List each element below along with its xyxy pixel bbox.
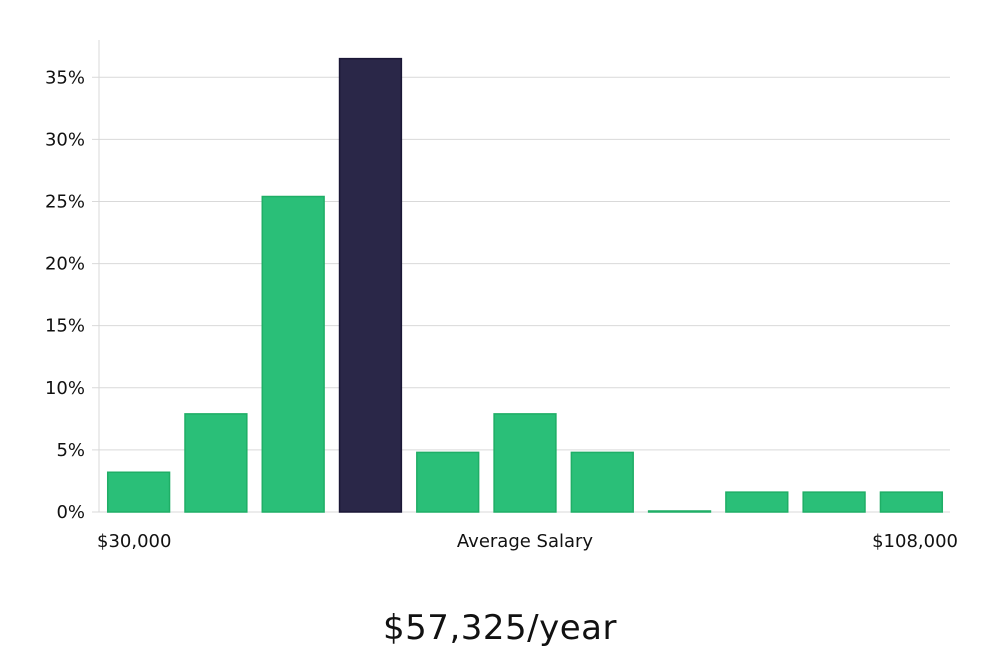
y-tick-label: 20% <box>45 254 85 275</box>
bar <box>647 510 712 513</box>
bar-highlighted <box>338 57 403 513</box>
salary-histogram-chart: 0% 5% 10% 15% 20% 25% 30% 35% $30,000 Average S… <box>45 40 958 552</box>
bar <box>725 491 789 513</box>
bar <box>493 413 557 513</box>
y-tick-label: 35% <box>45 67 85 88</box>
x-axis-min-label: $30,000 <box>97 531 171 552</box>
bar <box>879 491 944 513</box>
bar <box>570 451 634 513</box>
y-tick-label: 10% <box>45 378 85 399</box>
y-axis-ticks: 0% 5% 10% 15% 20% 25% 30% 35% <box>45 67 85 523</box>
y-tick-label: 25% <box>45 191 85 212</box>
bar <box>184 413 248 513</box>
average-salary-readout: $57,325/year <box>383 608 617 648</box>
y-tick-label: 5% <box>56 440 85 461</box>
bars <box>106 57 944 513</box>
bar <box>416 451 480 513</box>
bar <box>802 491 866 513</box>
bar <box>261 195 325 513</box>
x-axis-max-label: $108,000 <box>872 531 958 552</box>
bar <box>106 471 171 513</box>
y-tick-label: 0% <box>56 502 85 523</box>
y-tick-label: 30% <box>45 129 85 150</box>
y-tick-label: 15% <box>45 316 85 337</box>
x-axis-title: Average Salary <box>457 531 594 552</box>
